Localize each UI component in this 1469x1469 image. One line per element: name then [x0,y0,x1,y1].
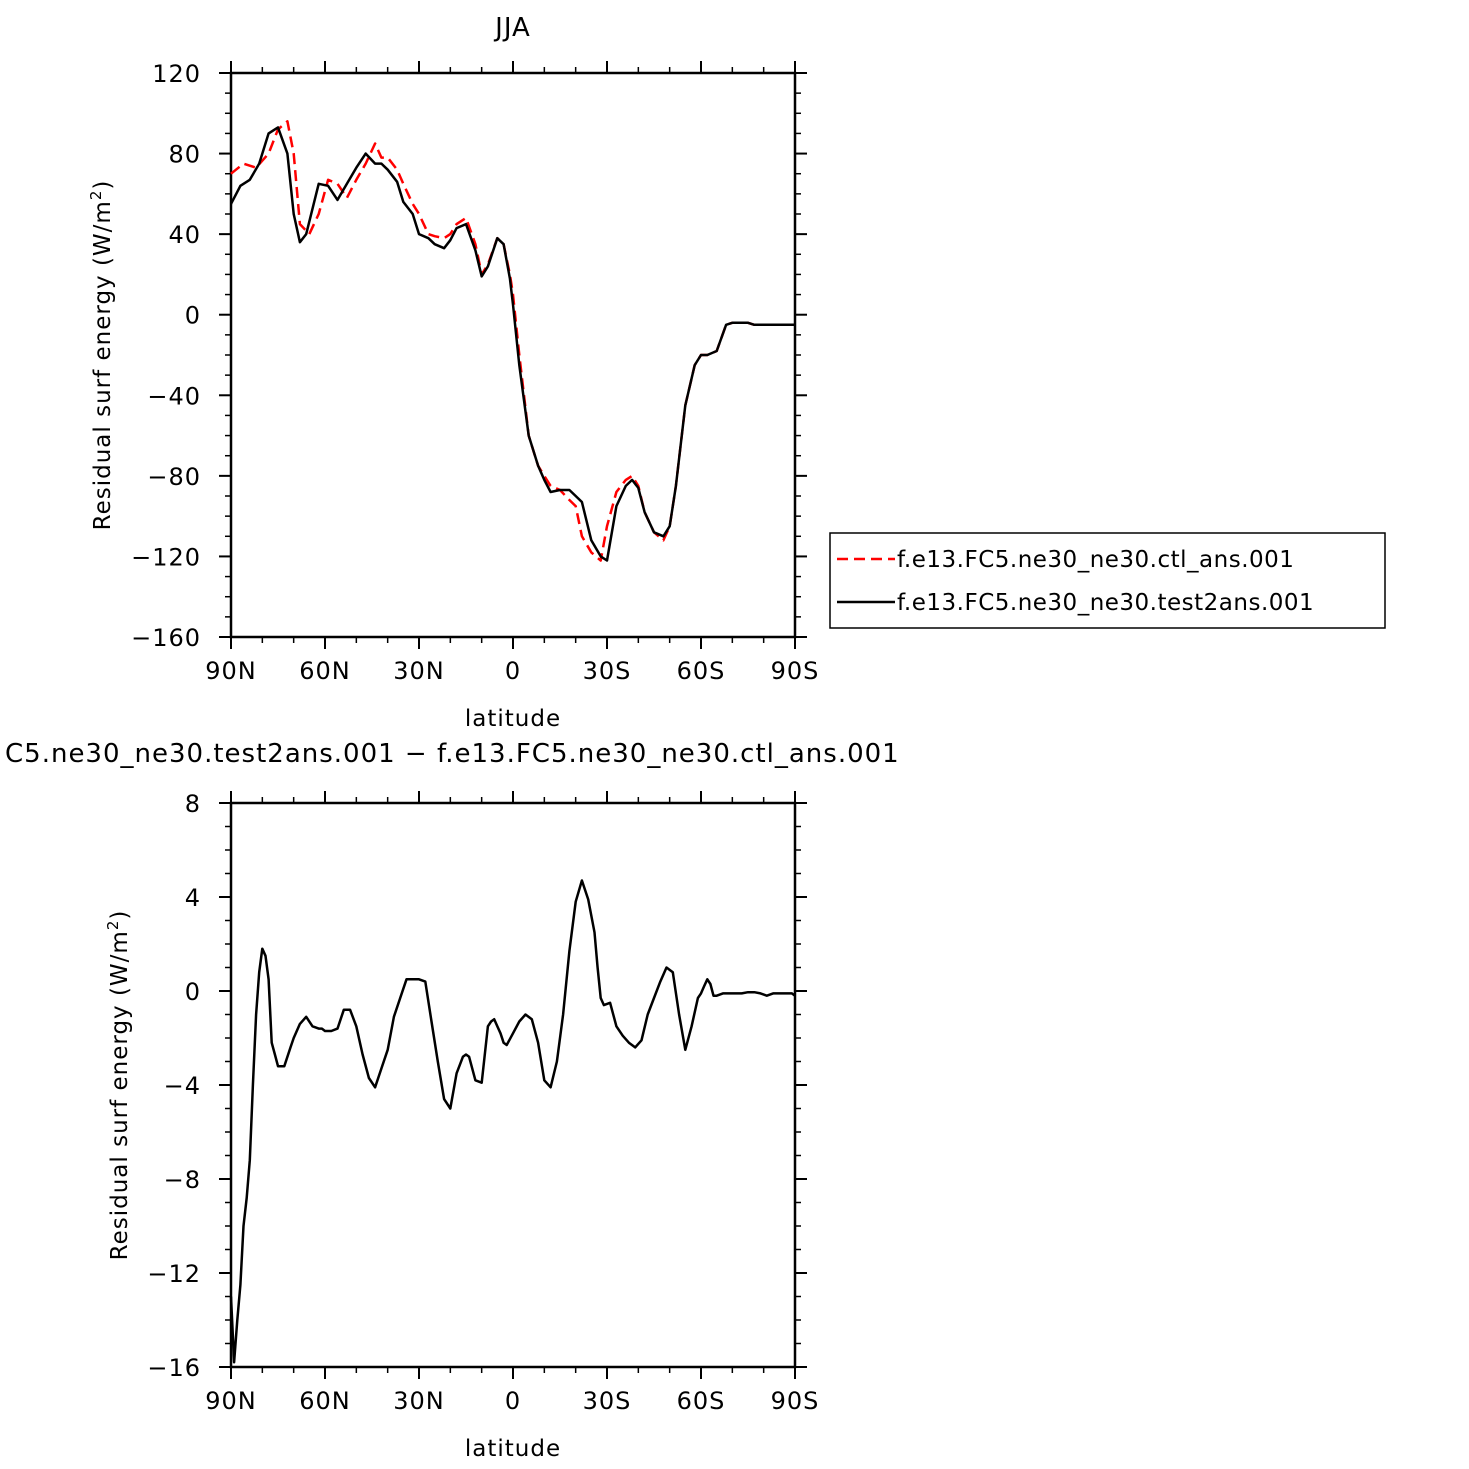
bottom-y-axis-label: Residual surf energy (W/m2) [104,910,133,1261]
top-series-line-test [229,126,795,562]
top-x-tick-label: 90N [205,657,257,685]
bottom-y-tick-label: 0 [185,978,201,1006]
bottom-x-tick-label: 90N [205,1387,257,1415]
legend-box [829,532,1386,629]
top-series-line-ctl [230,120,795,562]
top-y-tick-label: −80 [147,463,201,491]
bottom-series-line-difference [229,879,796,1364]
top-y-axis-label-close: ) [90,180,116,190]
top-x-tick-label: 30S [583,657,632,685]
bottom-x-tick-label: 60S [677,1387,726,1415]
bottom-y-axis-label-close: ) [107,910,133,920]
top-chart: JJA 90N 60N 30N 0 30S 60S 90S 120 80 40 0 −40 −80 −12… [87,13,1386,732]
bottom-x-axis-label: latitude [465,1436,561,1462]
bottom-y-tick-label: 8 [185,790,201,818]
top-y-axis-label: Residual surf energy (W/m2) [87,180,116,531]
bottom-x-tick-label: 60N [299,1387,351,1415]
top-chart-title: JJA [493,13,531,43]
top-y-tick-label: 0 [185,302,201,330]
legend: f.e13.FC5.ne30_ne30.ctl_ans.001 f.e13.FC… [829,532,1386,629]
bottom-x-tick-label: 30S [583,1387,632,1415]
legend-label-ctl: f.e13.FC5.ne30_ne30.ctl_ans.001 [897,547,1294,573]
bottom-x-tick-label: 90S [771,1387,820,1415]
bottom-y-tick-label: −12 [147,1260,201,1288]
bottom-y-tick-label: −8 [164,1166,201,1194]
bottom-chart: C5.ne30_ne30.test2ans.001 − f.e13.FC5.ne… [5,739,900,1462]
top-x-tick-label: 30N [393,657,445,685]
top-y-tick-label: 40 [168,221,201,249]
top-y-axis-label-sup: 2 [87,190,105,201]
top-y-tick-label: 80 [168,141,201,169]
top-y-tick-label: −120 [131,543,201,571]
bottom-y-axis-label-main: Residual surf energy (W/m [107,930,133,1260]
top-x-tick-label: 60S [677,657,726,685]
top-y-axis-label-main: Residual surf energy (W/m [90,200,116,530]
top-y-tick-label: 120 [152,60,201,88]
top-x-tick-label: 0 [505,657,521,685]
bottom-chart-title: C5.ne30_ne30.test2ans.001 − f.e13.FC5.ne… [5,739,900,769]
bottom-y-tick-label: −16 [147,1354,201,1382]
bottom-x-tick-label: 0 [505,1387,521,1415]
bottom-y-tick-label: 4 [185,884,201,912]
bottom-y-axis-label-sup: 2 [104,920,122,931]
top-y-tick-label: −40 [147,382,201,410]
top-x-tick-label: 90S [771,657,820,685]
top-x-axis-label: latitude [465,706,561,732]
bottom-x-tick-label: 30N [393,1387,445,1415]
bottom-plot-frame [229,801,797,1369]
top-plot-frame [229,71,797,639]
legend-label-test: f.e13.FC5.ne30_ne30.test2ans.001 [897,590,1314,616]
top-y-tick-label: −160 [131,624,201,652]
top-x-tick-label: 60N [299,657,351,685]
bottom-y-tick-label: −4 [164,1072,201,1100]
